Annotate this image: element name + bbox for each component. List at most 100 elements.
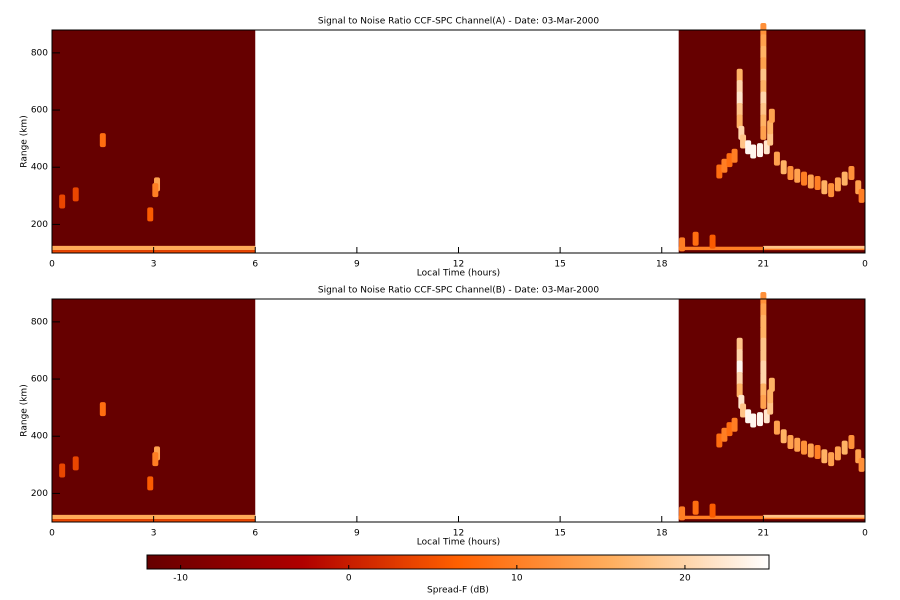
colorbar-swatch bbox=[453, 555, 456, 569]
colorbar-swatch bbox=[715, 555, 718, 569]
colorbar-swatch bbox=[187, 555, 190, 569]
colorbar-swatch bbox=[417, 555, 420, 569]
cell bbox=[828, 183, 835, 198]
colorbar-swatch bbox=[653, 555, 656, 569]
colorbar-swatch bbox=[499, 555, 502, 569]
colorbar-swatch bbox=[719, 555, 722, 569]
x-tick-label: 3 bbox=[151, 529, 157, 539]
y-axis-label: Range (km) bbox=[20, 115, 30, 167]
colorbar-tick-label: 10 bbox=[511, 574, 523, 584]
colorbar-swatch bbox=[301, 555, 304, 569]
y-axis-label: Range (km) bbox=[20, 384, 30, 436]
x-tick-label: 6 bbox=[252, 260, 258, 270]
cell bbox=[814, 175, 821, 190]
cell bbox=[99, 133, 106, 148]
cell bbox=[736, 80, 743, 95]
x-tick-label: 0 bbox=[862, 529, 868, 539]
colorbar-swatch bbox=[191, 555, 194, 569]
colorbar-swatch bbox=[631, 555, 634, 569]
cell bbox=[679, 506, 686, 521]
colorbar-swatch bbox=[491, 555, 494, 569]
cell bbox=[760, 372, 767, 387]
colorbar-swatch bbox=[537, 555, 540, 569]
colorbar-swatch bbox=[519, 555, 522, 569]
cell bbox=[736, 114, 743, 129]
x-axis-label: Local Time (hours) bbox=[417, 538, 500, 548]
colorbar-swatch bbox=[483, 555, 486, 569]
colorbar-swatch bbox=[575, 555, 578, 569]
colorbar-swatch bbox=[433, 555, 436, 569]
colorbar-swatch bbox=[507, 555, 510, 569]
colorbar-swatch bbox=[391, 555, 394, 569]
colorbar-swatch bbox=[583, 555, 586, 569]
cell bbox=[745, 140, 752, 155]
cell bbox=[750, 413, 757, 428]
colorbar-swatch bbox=[201, 555, 204, 569]
colorbar-swatch bbox=[729, 555, 732, 569]
colorbar-swatch bbox=[317, 555, 320, 569]
colorbar-swatch bbox=[711, 555, 714, 569]
colorbar-swatch bbox=[473, 555, 476, 569]
colorbar-swatch bbox=[365, 555, 368, 569]
colorbar-swatch bbox=[597, 555, 600, 569]
colorbar-swatch bbox=[593, 555, 596, 569]
colorbar-swatch bbox=[461, 555, 464, 569]
colorbar-swatch bbox=[581, 555, 584, 569]
colorbar-swatch bbox=[385, 555, 388, 569]
colorbar-swatch bbox=[487, 555, 490, 569]
cell bbox=[72, 187, 79, 202]
cell bbox=[768, 108, 775, 123]
cell bbox=[736, 360, 743, 375]
colorbar-swatch bbox=[635, 555, 638, 569]
cell bbox=[745, 409, 752, 424]
colorbar-swatch bbox=[155, 555, 158, 569]
colorbar-swatch bbox=[647, 555, 650, 569]
cell bbox=[736, 91, 743, 106]
colorbar-swatch bbox=[435, 555, 438, 569]
colorbar-swatch bbox=[619, 555, 622, 569]
colorbar-swatch bbox=[227, 555, 230, 569]
colorbar-swatch bbox=[727, 555, 730, 569]
colorbar-swatch bbox=[421, 555, 424, 569]
colorbar-swatch bbox=[679, 555, 682, 569]
cell bbox=[736, 349, 743, 364]
colorbar-swatch bbox=[549, 555, 552, 569]
colorbar-swatch bbox=[451, 555, 454, 569]
cell bbox=[679, 237, 686, 252]
colorbar-swatch bbox=[337, 555, 340, 569]
colorbar-swatch bbox=[217, 555, 220, 569]
cell bbox=[99, 402, 106, 417]
colorbar-swatch bbox=[573, 555, 576, 569]
x-axis-label: Local Time (hours) bbox=[417, 269, 500, 279]
colorbar-swatch bbox=[457, 555, 460, 569]
colorbar-frame bbox=[146, 554, 770, 570]
colorbar-swatch bbox=[551, 555, 554, 569]
cell bbox=[59, 463, 66, 478]
colorbar-swatch bbox=[463, 555, 466, 569]
colorbar-swatch bbox=[177, 555, 180, 569]
colorbar-swatch bbox=[749, 555, 752, 569]
colorbar-swatch bbox=[281, 555, 284, 569]
cell-region bbox=[763, 514, 865, 518]
colorbar-swatch bbox=[503, 555, 506, 569]
colorbar-swatch bbox=[169, 555, 172, 569]
colorbar-swatch bbox=[667, 555, 670, 569]
colorbar-swatch bbox=[763, 555, 766, 569]
colorbar-swatch bbox=[449, 555, 452, 569]
colorbar-swatch bbox=[225, 555, 228, 569]
colorbar-swatch bbox=[637, 555, 640, 569]
colorbar-swatch bbox=[525, 555, 528, 569]
cell bbox=[726, 422, 733, 437]
colorbar-swatch bbox=[411, 555, 414, 569]
colorbar-swatch bbox=[211, 555, 214, 569]
colorbar-swatch bbox=[753, 555, 756, 569]
colorbar-swatch bbox=[245, 555, 248, 569]
colorbar-tick-label: -10 bbox=[173, 574, 188, 584]
colorbar-swatch bbox=[497, 555, 500, 569]
y-tick-label: 600 bbox=[31, 375, 48, 385]
colorbar-swatch bbox=[229, 555, 232, 569]
colorbar-swatch bbox=[557, 555, 560, 569]
x-tick-label: 15 bbox=[554, 529, 565, 539]
x-tick-label: 21 bbox=[758, 260, 769, 270]
colorbar-swatch bbox=[613, 555, 616, 569]
